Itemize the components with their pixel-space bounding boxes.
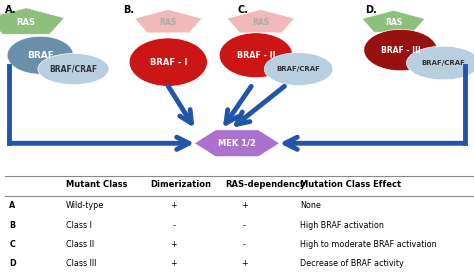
Polygon shape (135, 10, 202, 33)
Text: RAS: RAS (17, 18, 36, 27)
Text: BRAF - I: BRAF - I (150, 58, 187, 67)
Text: BRAF/CRAF: BRAF/CRAF (421, 60, 465, 66)
Text: +: + (241, 259, 247, 268)
Text: Class I: Class I (66, 221, 91, 230)
Text: Mutant Class: Mutant Class (66, 180, 127, 189)
Text: Mutation Class Effect: Mutation Class Effect (301, 180, 401, 189)
Polygon shape (362, 10, 425, 32)
Text: BRAF - II: BRAF - II (237, 51, 275, 60)
Text: +: + (170, 259, 177, 268)
Text: +: + (241, 201, 247, 210)
Text: RAS: RAS (385, 18, 402, 27)
Text: Decrease of BRAF activity: Decrease of BRAF activity (301, 259, 404, 268)
Text: BRAF/CRAF: BRAF/CRAF (277, 66, 320, 72)
Text: RAS: RAS (252, 18, 269, 27)
Text: Class II: Class II (66, 240, 94, 249)
Text: B: B (9, 221, 16, 230)
Text: -: - (172, 221, 175, 230)
Text: Dimerization: Dimerization (150, 180, 211, 189)
Text: +: + (170, 201, 177, 210)
Text: RAS: RAS (160, 18, 177, 27)
Ellipse shape (364, 29, 437, 71)
Polygon shape (227, 10, 294, 33)
Polygon shape (194, 130, 280, 157)
Text: Wild-type: Wild-type (66, 201, 104, 210)
Text: A.: A. (5, 5, 16, 15)
Text: D.: D. (365, 5, 377, 15)
Ellipse shape (38, 53, 109, 85)
Text: -: - (243, 221, 246, 230)
Text: A: A (9, 201, 16, 210)
Ellipse shape (406, 46, 474, 80)
Text: High BRAF activation: High BRAF activation (301, 221, 384, 230)
Ellipse shape (7, 36, 73, 74)
Text: None: None (301, 201, 321, 210)
Text: D: D (9, 259, 16, 268)
Ellipse shape (264, 53, 333, 85)
Text: B.: B. (123, 5, 134, 15)
Text: BRAF/CRAF: BRAF/CRAF (49, 65, 98, 73)
Text: MEK 1/2: MEK 1/2 (218, 139, 256, 148)
Text: Class III: Class III (66, 259, 96, 268)
Text: -: - (243, 240, 246, 249)
Text: BRAF: BRAF (27, 51, 54, 60)
Text: +: + (170, 240, 177, 249)
Text: High to moderate BRAF activation: High to moderate BRAF activation (301, 240, 437, 249)
Text: RAS-dependency: RAS-dependency (225, 180, 306, 189)
Text: BRAF - III: BRAF - III (381, 45, 420, 55)
Text: C.: C. (237, 5, 248, 15)
Polygon shape (0, 8, 64, 34)
Ellipse shape (129, 38, 207, 86)
Text: C: C (9, 240, 15, 249)
Ellipse shape (219, 33, 292, 78)
